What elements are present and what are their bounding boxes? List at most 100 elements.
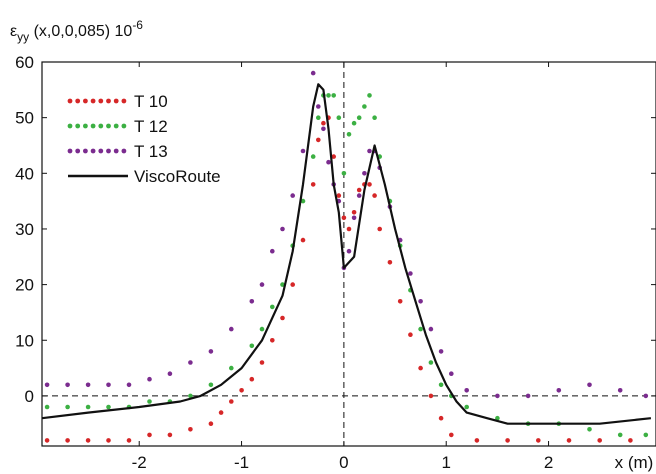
data-point — [106, 382, 111, 388]
y-tick-label: 0 — [25, 387, 34, 406]
legend-swatch-dot — [90, 123, 96, 129]
y-axis-label-exponent: -6 — [132, 18, 143, 32]
legend-item: T 12 — [67, 117, 168, 136]
data-point — [321, 126, 326, 132]
data-point — [280, 226, 285, 232]
data-point — [495, 393, 500, 399]
data-point — [270, 338, 275, 343]
data-point — [587, 427, 592, 432]
data-point — [418, 326, 423, 332]
legend-swatch-dot — [83, 148, 88, 154]
x-tick-label: -1 — [234, 453, 249, 472]
legend-swatch-dot — [83, 123, 88, 129]
series-t-13 — [44, 70, 649, 399]
data-point — [188, 427, 193, 432]
x-tick-label: -2 — [132, 453, 147, 472]
data-point — [310, 70, 316, 76]
data-point — [474, 438, 480, 443]
data-point — [438, 382, 444, 388]
data-point — [208, 421, 214, 427]
data-point — [438, 349, 444, 354]
y-axis-label-args: (x,0,0,085) 10 — [29, 23, 132, 40]
y-axis-label-symbol: ε — [10, 23, 17, 40]
legend-swatch-dot — [121, 148, 127, 154]
data-point — [65, 438, 70, 443]
data-point — [495, 415, 500, 421]
legend-swatch-dot — [98, 123, 104, 129]
data-point — [239, 388, 244, 393]
legend-swatch-dot — [113, 98, 119, 104]
y-tick-label: 60 — [15, 53, 34, 72]
data-point — [259, 282, 265, 287]
data-point — [449, 432, 454, 438]
legend-swatch-dot — [106, 123, 111, 129]
series-viscoroute — [41, 83, 652, 425]
data-point — [321, 120, 326, 126]
data-point — [367, 93, 372, 98]
data-point — [643, 393, 649, 399]
data-point — [346, 248, 352, 254]
data-point — [346, 226, 352, 232]
data-point — [387, 260, 393, 265]
data-point — [316, 115, 321, 120]
legend-swatch-dot — [75, 98, 81, 104]
data-point — [85, 404, 91, 410]
data-point — [188, 393, 193, 399]
y-tick-label: 20 — [15, 276, 34, 295]
data-point — [65, 382, 70, 388]
data-point — [259, 360, 265, 365]
data-point — [249, 343, 255, 349]
data-point — [44, 382, 50, 388]
data-point — [188, 360, 193, 365]
data-point — [147, 376, 152, 382]
data-point — [351, 210, 357, 215]
legend-swatch-dot — [98, 98, 104, 104]
series-t-10 — [44, 115, 633, 443]
data-point — [617, 432, 623, 438]
data-point — [147, 432, 152, 438]
data-point — [270, 304, 275, 310]
data-point — [362, 104, 367, 109]
legend-swatch-dot — [98, 148, 104, 154]
legend-swatch-dot — [90, 148, 96, 154]
x-tick-label: 2 — [544, 453, 553, 472]
data-point — [346, 132, 352, 137]
data-point — [367, 148, 372, 154]
data-point — [300, 237, 306, 243]
legend-label: T 12 — [134, 117, 168, 136]
series-t-12 — [44, 93, 649, 438]
data-point — [356, 187, 362, 193]
data-point — [106, 438, 111, 443]
series-layer — [41, 70, 652, 443]
data-point — [643, 432, 649, 438]
data-point — [310, 182, 316, 187]
legend-swatch-dot — [67, 98, 73, 104]
data-point — [397, 299, 403, 304]
data-point — [438, 415, 444, 421]
data-point — [418, 299, 423, 304]
data-point — [316, 104, 321, 109]
data-point — [536, 438, 541, 443]
data-point — [341, 171, 347, 176]
data-point — [587, 382, 592, 388]
data-point — [106, 404, 111, 410]
data-point — [428, 326, 434, 332]
legend-swatch-dot — [121, 123, 127, 129]
data-point — [208, 349, 214, 354]
data-point — [310, 154, 316, 159]
data-point — [351, 215, 357, 221]
legend-swatch-dot — [113, 123, 119, 129]
legend-swatch-dot — [113, 148, 119, 154]
legend: T 10 T 12 T 13 ViscoRoute — [67, 92, 221, 186]
data-point — [428, 360, 434, 365]
y-axis-label: εyy (x,0,0,085) 10-6 — [10, 18, 143, 44]
legend-item: T 13 — [67, 142, 168, 161]
data-point — [85, 382, 91, 388]
data-point — [408, 332, 413, 338]
data-point — [418, 365, 423, 371]
data-point — [208, 382, 214, 388]
data-point — [218, 410, 224, 415]
data-point — [249, 376, 255, 382]
